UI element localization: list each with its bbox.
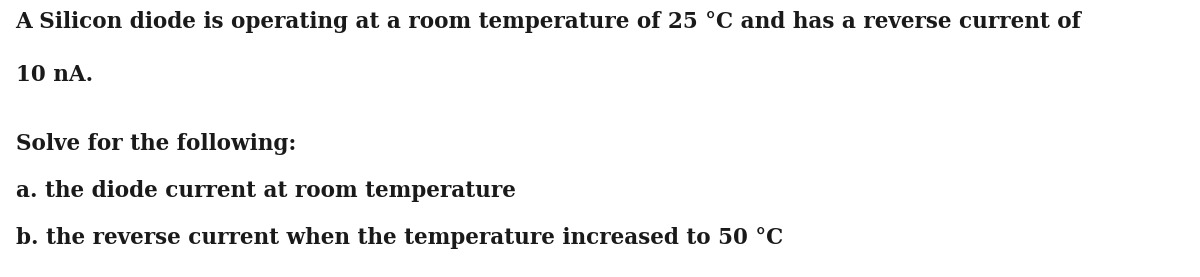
Text: Solve for the following:: Solve for the following:	[16, 133, 296, 155]
Text: A Silicon diode is operating at a room temperature of 25 °C and has a reverse cu: A Silicon diode is operating at a room t…	[16, 11, 1081, 33]
Text: 10 nA.: 10 nA.	[16, 64, 92, 86]
Text: a. the diode current at room temperature: a. the diode current at room temperature	[16, 180, 516, 202]
Text: b. the reverse current when the temperature increased to 50 °C: b. the reverse current when the temperat…	[16, 227, 782, 249]
